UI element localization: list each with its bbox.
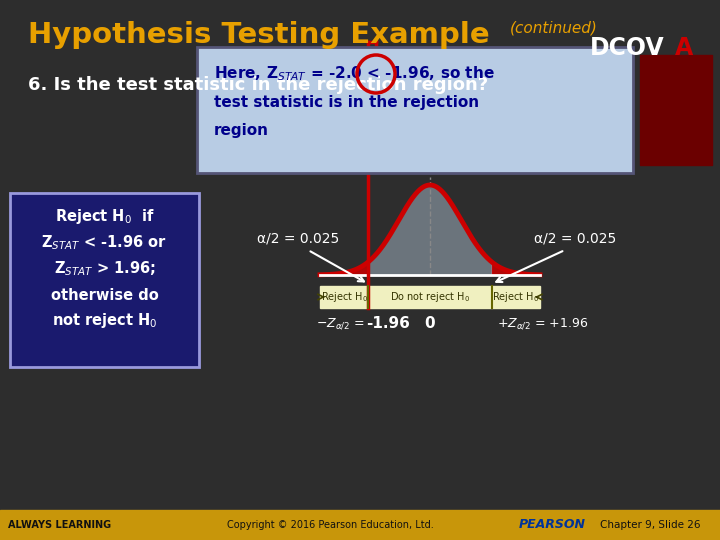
Text: PEARSON: PEARSON xyxy=(518,518,585,531)
Text: otherwise do: otherwise do xyxy=(50,287,158,302)
Text: Z$_{STAT}$ > 1.96;: Z$_{STAT}$ > 1.96; xyxy=(53,260,156,278)
Text: $-Z_{\alpha/2}$ =: $-Z_{\alpha/2}$ = xyxy=(316,316,364,332)
Text: region: region xyxy=(214,123,269,138)
Text: $+Z_{\alpha/2}$ = +1.96: $+Z_{\alpha/2}$ = +1.96 xyxy=(497,316,588,332)
Text: 0: 0 xyxy=(425,316,436,332)
Text: not reject H$_0$: not reject H$_0$ xyxy=(52,312,157,330)
Text: α/2 = 0.025: α/2 = 0.025 xyxy=(257,231,339,245)
Text: ALWAYS LEARNING: ALWAYS LEARNING xyxy=(8,520,111,530)
Text: Reject H$_0$: Reject H$_0$ xyxy=(320,290,368,304)
FancyBboxPatch shape xyxy=(10,193,199,367)
Text: Do not reject H$_0$: Do not reject H$_0$ xyxy=(390,290,470,304)
Text: 6. Is the test statistic in the rejection region?: 6. Is the test statistic in the rejectio… xyxy=(28,76,488,94)
Text: test statistic is in the rejection: test statistic is in the rejection xyxy=(214,94,479,110)
Text: A: A xyxy=(675,36,693,60)
Text: Hypothesis Testing Example: Hypothesis Testing Example xyxy=(28,21,490,49)
Text: Copyright © 2016 Pearson Education, Ltd.: Copyright © 2016 Pearson Education, Ltd. xyxy=(227,520,433,530)
Bar xyxy=(320,286,540,308)
Text: DCOV: DCOV xyxy=(590,36,665,60)
Text: α/2 = 0.025: α/2 = 0.025 xyxy=(534,231,616,245)
Text: Z$_{STAT}$ < -1.96 or: Z$_{STAT}$ < -1.96 or xyxy=(42,234,168,252)
Bar xyxy=(0,510,720,540)
FancyBboxPatch shape xyxy=(197,47,633,173)
Text: -1.96: -1.96 xyxy=(366,316,410,332)
Text: Reject H$_0$: Reject H$_0$ xyxy=(492,290,539,304)
Text: Chapter 9, Slide 26: Chapter 9, Slide 26 xyxy=(600,520,701,530)
Text: (continued): (continued) xyxy=(510,21,598,36)
Bar xyxy=(640,55,712,165)
Text: Here, Z$_{STAT}$ = -2.0 < -1.96, so the: Here, Z$_{STAT}$ = -2.0 < -1.96, so the xyxy=(214,65,495,83)
Text: Reject H$_0$  if: Reject H$_0$ if xyxy=(55,207,154,226)
